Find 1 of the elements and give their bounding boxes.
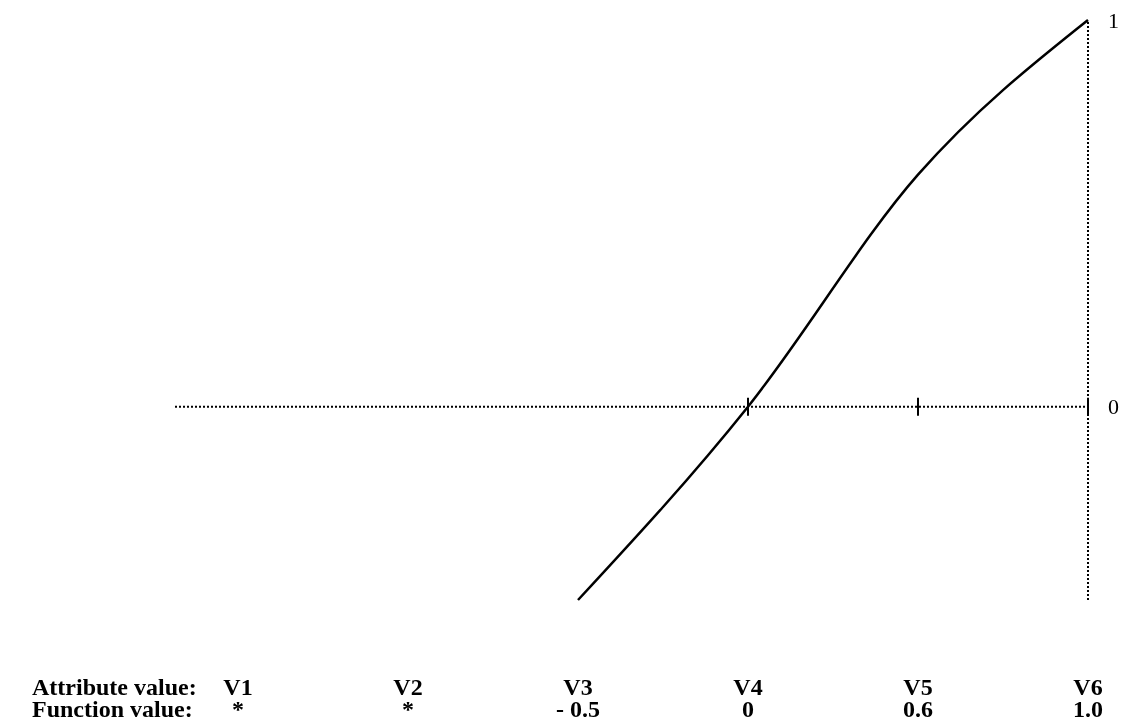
- y-tick-label: 1: [1108, 7, 1119, 33]
